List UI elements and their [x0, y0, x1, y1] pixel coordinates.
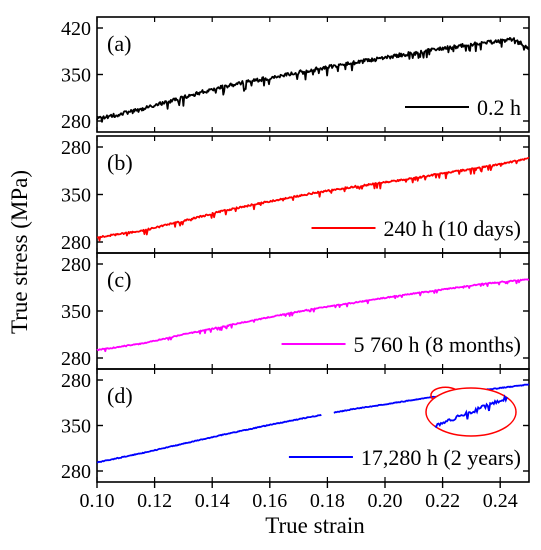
panels-group: 420 350 280 (a) 0.2 h 280 350 280 (b) 240 h (10 d… [61, 16, 530, 483]
panel-label: (a) [107, 31, 131, 56]
series-line [96, 37, 530, 123]
x-tick-label: 0.10 [80, 490, 115, 512]
y-tick-label: 350 [61, 185, 91, 207]
y-tick-label: 280 [61, 111, 91, 133]
y-tick-label: 280 [61, 232, 91, 254]
y-tick-label: 420 [61, 18, 91, 40]
y-tick-label: 350 [61, 301, 91, 323]
legend-label: 5 760 h (8 months) [354, 332, 521, 357]
series-line [96, 157, 530, 242]
legend-label: 17,280 h (2 years) [361, 445, 521, 470]
zoom-inset-ellipse [425, 387, 517, 437]
y-tick-label: 350 [61, 416, 91, 438]
x-tick-label: 0.16 [252, 490, 287, 512]
x-axis-title: True strain [265, 513, 365, 538]
x-tick-label: 0.14 [195, 490, 230, 512]
panel-b: 280 350 280 (b) 240 h (10 days) [61, 135, 530, 254]
x-tick-label: 0.24 [483, 490, 518, 512]
series-line [96, 278, 530, 353]
panel-d: 280 350 280 (d) 17,280 h (2 years) [61, 368, 530, 483]
zoom-inset-series [434, 394, 508, 429]
panel-a: 420 350 280 (a) 0.2 h [61, 16, 530, 133]
panel-c: 280 350 280 (c) 5 760 h (8 months) [61, 252, 530, 370]
x-axis: 0.10 0.12 0.14 0.16 0.18 0.20 0.22 0.24 [80, 482, 518, 512]
x-tick-label: 0.20 [368, 490, 403, 512]
legend-label: 0.2 h [477, 95, 521, 120]
y-tick-label: 280 [61, 348, 91, 370]
panel-label: (b) [107, 150, 133, 175]
x-tick-label: 0.22 [425, 490, 460, 512]
y-tick-label: 280 [61, 370, 91, 392]
y-tick-label: 280 [61, 137, 91, 159]
y-tick-label: 280 [61, 461, 91, 483]
x-tick-label: 0.12 [137, 490, 172, 512]
panel-label: (c) [107, 267, 131, 292]
x-tick-label: 0.18 [310, 490, 345, 512]
y-axis-title: True stress (MPa) [7, 170, 32, 334]
panel-label: (d) [107, 383, 133, 408]
y-tick-label: 280 [61, 254, 91, 276]
legend-label: 240 h (10 days) [384, 216, 521, 241]
y-tick-label: 350 [61, 65, 91, 87]
